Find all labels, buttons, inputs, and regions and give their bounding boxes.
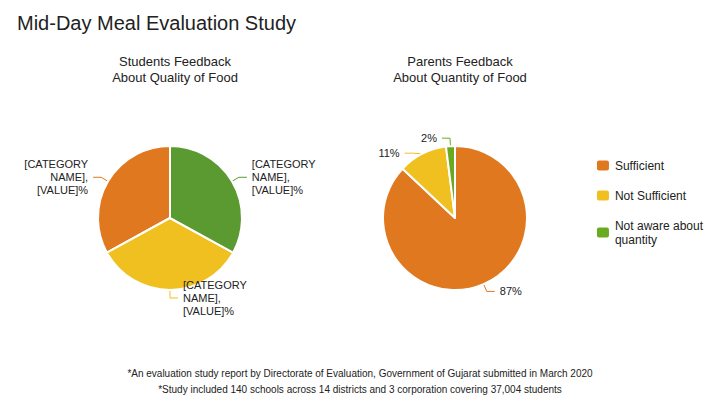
svg-text:NAME],: NAME], <box>252 171 290 183</box>
svg-text:2%: 2% <box>421 132 437 144</box>
svg-text:Students Feedback: Students Feedback <box>119 54 232 69</box>
svg-text:quantity: quantity <box>615 233 657 247</box>
svg-text:[CATEGORY: [CATEGORY <box>24 158 88 170</box>
svg-text:Not Sufficient: Not Sufficient <box>615 189 687 203</box>
svg-text:11%: 11% <box>378 147 399 159</box>
svg-text:87%: 87% <box>500 285 522 297</box>
svg-text:About Quality of Food: About Quality of Food <box>112 70 238 85</box>
svg-text:[VALUE]%: [VALUE]% <box>183 305 234 317</box>
svg-text:[CATEGORY: [CATEGORY <box>183 279 247 291</box>
svg-text:[CATEGORY: [CATEGORY <box>252 158 316 170</box>
svg-text:Mid-Day Meal Evaluation Study: Mid-Day Meal Evaluation Study <box>17 12 296 34</box>
svg-text:About Quantity of Food: About Quantity of Food <box>393 70 527 85</box>
svg-text:[VALUE]%: [VALUE]% <box>252 184 303 196</box>
svg-text:NAME],: NAME], <box>50 171 88 183</box>
svg-text:NAME],: NAME], <box>183 292 221 304</box>
svg-text:*An evaluation study report by: *An evaluation study report by Directora… <box>127 368 593 379</box>
svg-text:Sufficient: Sufficient <box>615 159 665 173</box>
svg-text:[VALUE]%: [VALUE]% <box>37 184 88 196</box>
svg-text:Parents Feedback: Parents Feedback <box>407 54 513 69</box>
svg-text:Not aware about: Not aware about <box>615 219 704 233</box>
svg-text:*Study included 140 schools ac: *Study included 140 schools across 14 di… <box>158 384 562 395</box>
